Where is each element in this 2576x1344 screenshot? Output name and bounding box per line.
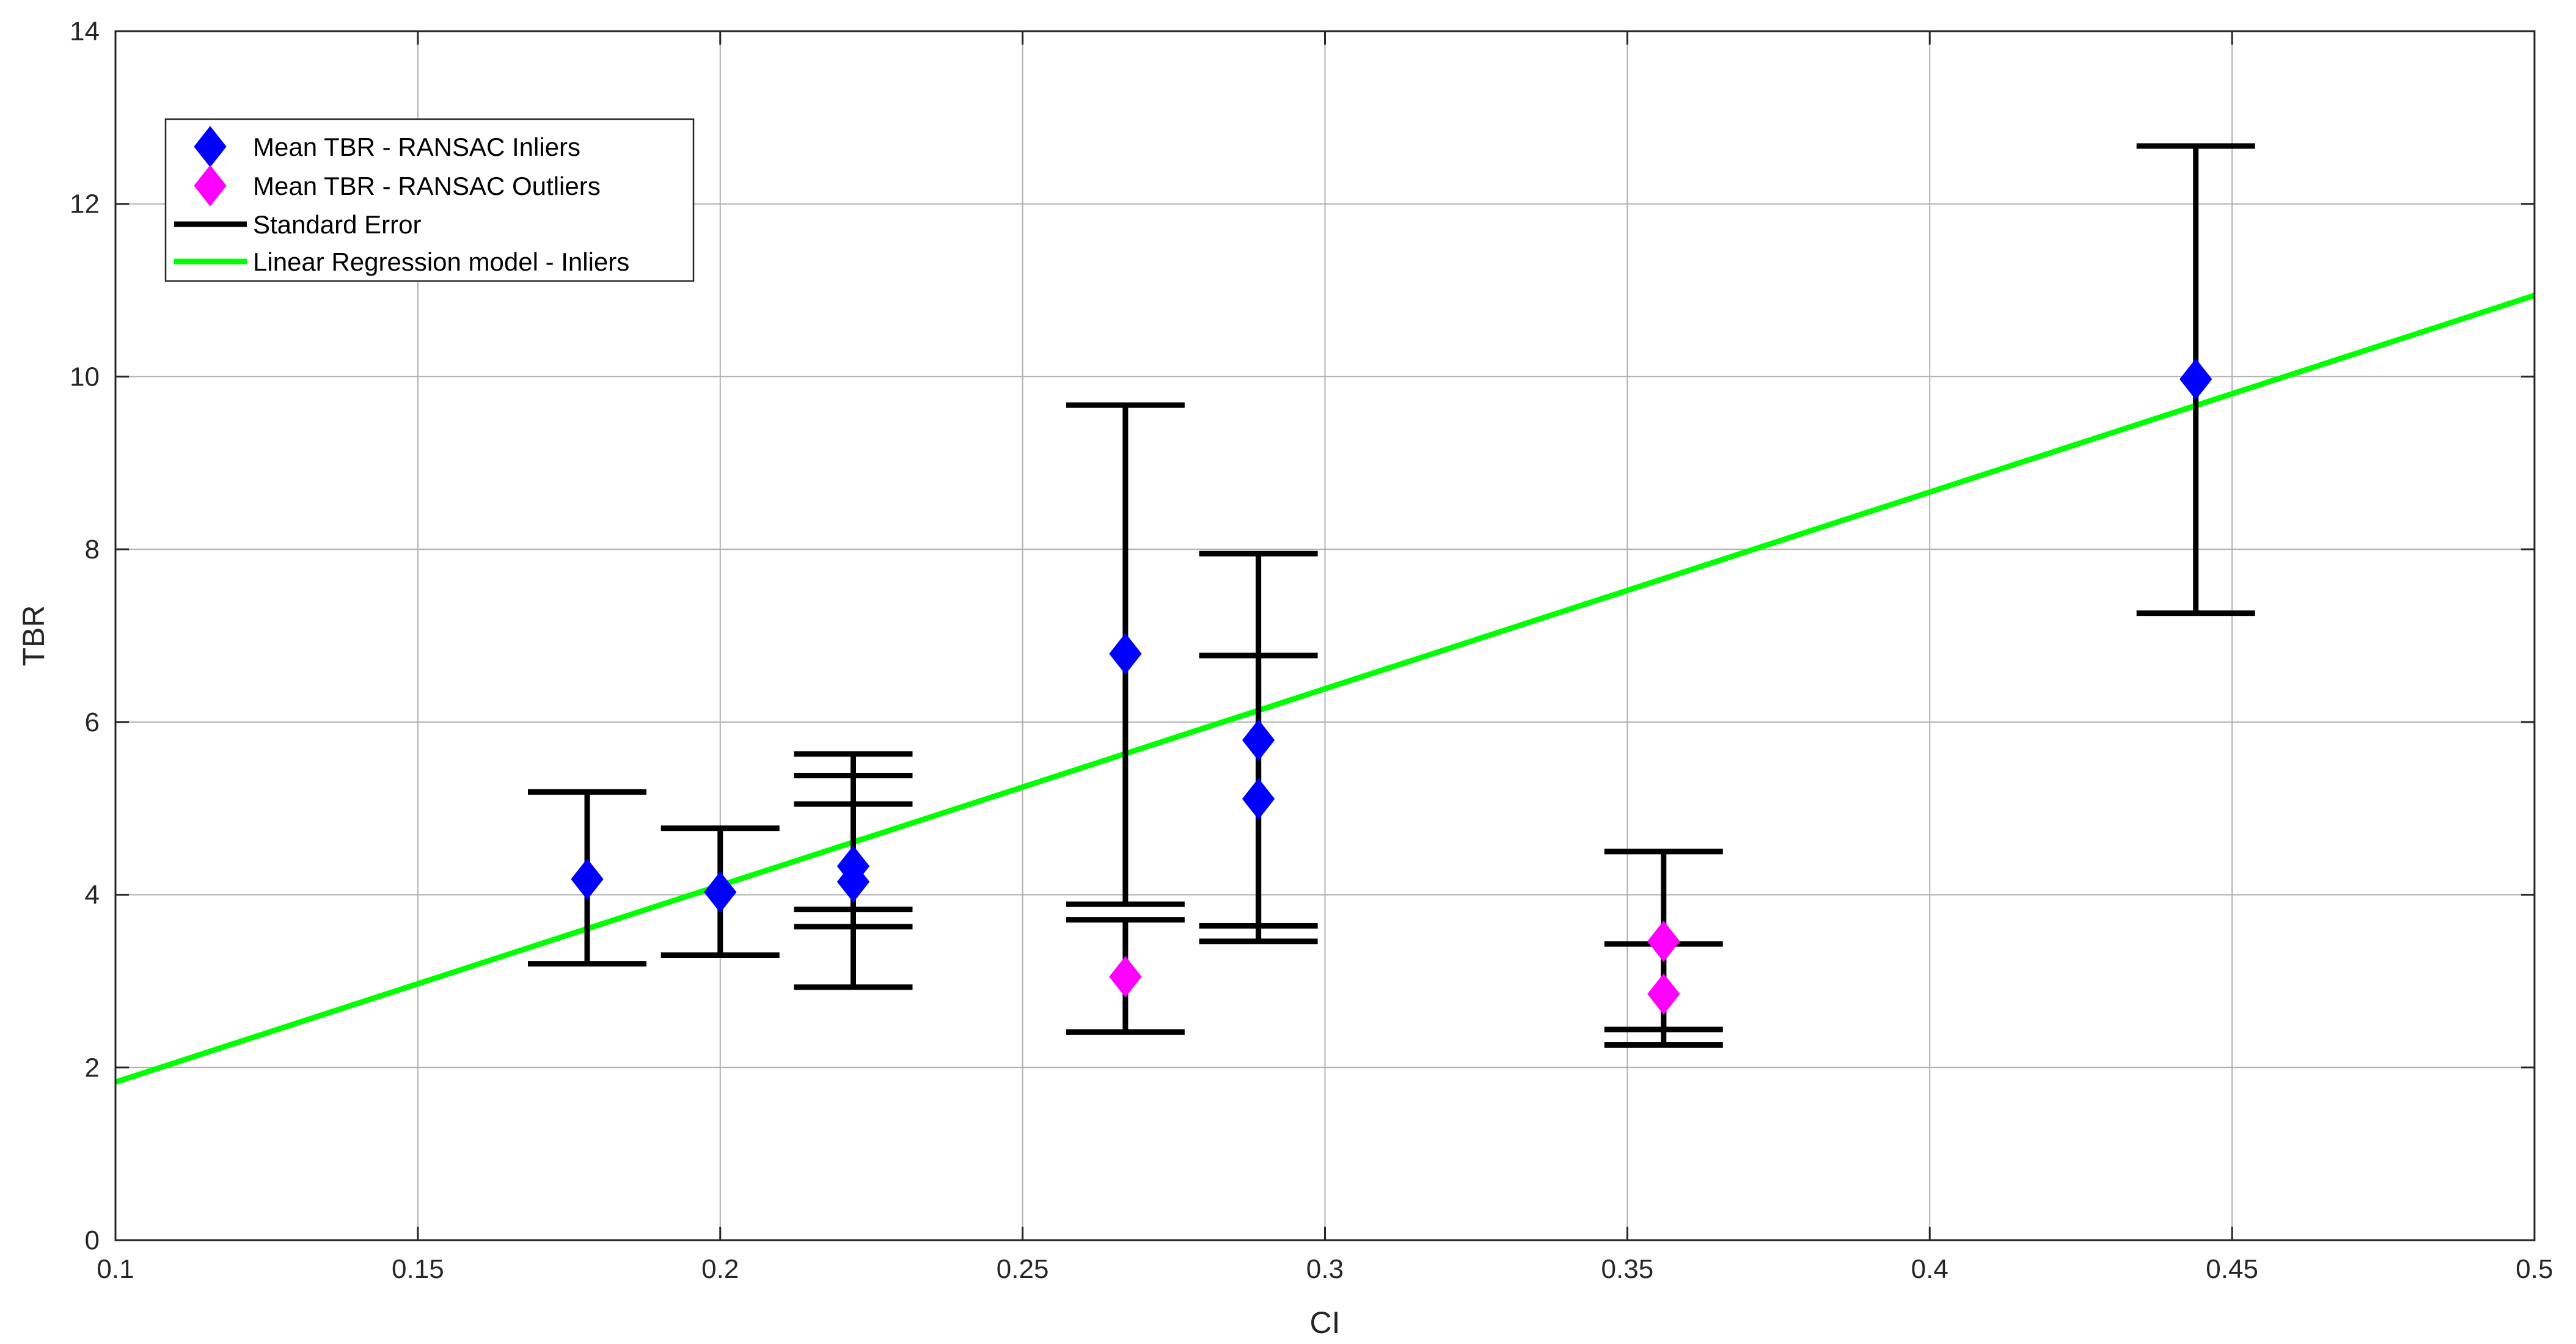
x-axis-label: CI: [1310, 1306, 1341, 1340]
x-tick-label: 0.2: [701, 1254, 739, 1284]
legend-label-standard-error: Standard Error: [253, 210, 421, 239]
outlier-diamond-point: [1647, 973, 1680, 1015]
legend-entry-standard-error: Standard Error: [174, 210, 421, 239]
y-tick-label: 14: [70, 16, 100, 46]
inlier-diamond-point: [836, 861, 870, 903]
x-tick-label: 0.15: [392, 1254, 444, 1284]
y-axis-label: TBR: [16, 605, 51, 667]
outlier-diamond-point: [1647, 921, 1680, 962]
x-tick-label: 0.25: [997, 1254, 1049, 1284]
x-tick-label: 0.35: [1601, 1254, 1654, 1284]
x-tick-label: 0.45: [2206, 1254, 2258, 1284]
y-tick-label: 2: [85, 1053, 100, 1083]
plot-area: [114, 143, 2536, 1085]
legend-entry-inliers: Mean TBR - RANSAC Inliers: [194, 126, 580, 167]
outlier-diamond-point: [1109, 956, 1142, 998]
legend: Mean TBR - RANSAC Inliers Mean TBR - RAN…: [164, 118, 695, 282]
regression-line: [114, 293, 2536, 1085]
legend-label-outliers: Mean TBR - RANSAC Outliers: [253, 172, 601, 200]
inlier-diamond-point: [571, 858, 604, 900]
inlier-diamond-point: [1242, 778, 1275, 820]
x-tick-label: 0.4: [1911, 1254, 1948, 1284]
legend-label-regression: Linear Regression model - Inliers: [253, 247, 629, 276]
x-tick-label: 0.5: [2516, 1254, 2553, 1284]
inlier-diamond-point: [704, 871, 737, 913]
y-tick-label: 8: [85, 535, 100, 564]
x-tick-labels: 0.1 0.15 0.2 0.25 0.3 0.35 0.4 0.45 0.5: [97, 1254, 2553, 1284]
ticks: [114, 30, 2536, 1241]
x-tick-label: 0.3: [1306, 1254, 1344, 1284]
legend-diamond-icon-outliers: [194, 165, 227, 206]
y-tick-label: 4: [85, 880, 100, 910]
x-tick-label: 0.1: [97, 1254, 134, 1284]
legend-label-inliers: Mean TBR - RANSAC Inliers: [253, 133, 580, 161]
inlier-diamond-point: [1109, 633, 1142, 674]
regression-layer: [114, 293, 2536, 1085]
y-tick-label: 6: [85, 707, 100, 737]
legend-entry-outliers: Mean TBR - RANSAC Outliers: [194, 165, 601, 206]
y-tick-label: 0: [85, 1225, 100, 1255]
legend-box: [164, 118, 695, 282]
y-tick-labels: 0 2 4 6 8 10 12 14: [70, 16, 100, 1255]
y-tick-label: 10: [70, 362, 100, 392]
y-tick-label: 12: [70, 189, 100, 219]
inlier-diamond-point: [2179, 358, 2212, 400]
legend-entry-regression: Linear Regression model - Inliers: [174, 247, 629, 276]
marker-layer: [571, 358, 2212, 1015]
inlier-diamond-point: [1242, 719, 1275, 761]
